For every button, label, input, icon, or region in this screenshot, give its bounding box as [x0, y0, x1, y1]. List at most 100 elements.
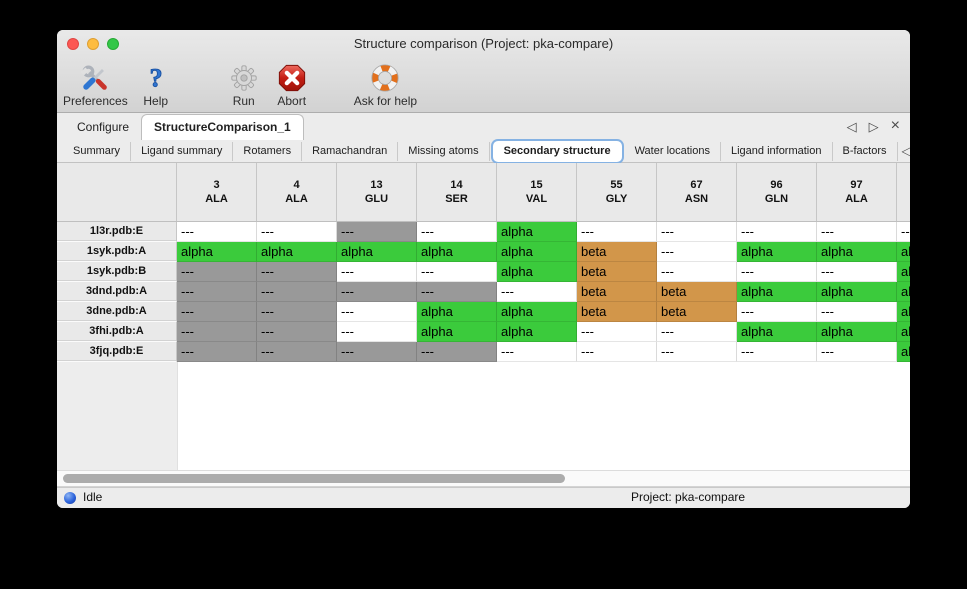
structure-cell[interactable]: alpha	[337, 242, 417, 262]
structure-cell[interactable]: ---	[177, 262, 257, 282]
column-header-13[interactable]: 13 GLU	[337, 163, 417, 221]
structure-cell[interactable]: ---	[737, 302, 817, 322]
structure-cell[interactable]: ---	[177, 302, 257, 322]
structure-cell[interactable]: ---	[417, 342, 497, 362]
structure-cell[interactable]: ---	[177, 222, 257, 242]
structure-cell[interactable]: alpha	[497, 242, 577, 262]
titlebar[interactable]: Structure comparison (Project: pka-compa…	[57, 30, 910, 58]
sub-tab-rotamers[interactable]: Rotamers	[233, 141, 303, 161]
structure-cell[interactable]: alpha	[897, 282, 910, 302]
structure-cell[interactable]: ---	[177, 342, 257, 362]
structure-cell[interactable]: ---	[337, 282, 417, 302]
toolbar-button-run[interactable]: Run	[222, 63, 266, 108]
row-label-3fjq-pdb-E[interactable]: 3fjq.pdb:E	[57, 342, 177, 362]
structure-cell[interactable]: beta	[657, 302, 737, 322]
structure-cell[interactable]: ---	[417, 262, 497, 282]
structure-cell[interactable]: alpha	[817, 322, 897, 342]
structure-cell[interactable]: ---	[657, 342, 737, 362]
structure-cell[interactable]: alpha	[417, 322, 497, 342]
horizontal-scrollbar[interactable]	[57, 470, 910, 487]
main-tab-structurecomparison_1[interactable]: StructureComparison_1	[141, 114, 304, 140]
column-header-4[interactable]: 4 ALA	[257, 163, 337, 221]
main-tab-configure[interactable]: Configure	[77, 120, 130, 134]
structure-cell[interactable]: ---	[177, 282, 257, 302]
column-header-97[interactable]: 97 ALA	[817, 163, 897, 221]
row-label-3dnd-pdb-A[interactable]: 3dnd.pdb:A	[57, 282, 177, 302]
structure-cell[interactable]: ---	[817, 342, 897, 362]
row-label-1l3r-pdb-E[interactable]: 1l3r.pdb:E	[57, 222, 177, 242]
toolbar-button-help[interactable]: ? Help	[134, 63, 178, 108]
structure-cell[interactable]: ---	[257, 262, 337, 282]
structure-cell[interactable]: ---	[257, 302, 337, 322]
structure-cell[interactable]: ---	[577, 342, 657, 362]
structure-cell[interactable]: alpha	[497, 302, 577, 322]
structure-cell[interactable]: ---	[177, 322, 257, 342]
sub-tab-prev-icon[interactable]: ◁	[901, 144, 910, 158]
structure-cell[interactable]: ---	[817, 262, 897, 282]
toolbar-button-preferences[interactable]: Preferences	[63, 63, 128, 108]
column-header-96[interactable]: 96 GLN	[737, 163, 817, 221]
sub-tab-ligand-information[interactable]: Ligand information	[721, 141, 833, 161]
structure-cell[interactable]: ---	[577, 222, 657, 242]
column-header-15[interactable]: 15 VAL	[497, 163, 577, 221]
structure-cell[interactable]: ---	[577, 322, 657, 342]
structure-cell[interactable]: beta	[577, 302, 657, 322]
structure-cell[interactable]: alpha	[737, 282, 817, 302]
horizontal-scrollbar-thumb[interactable]	[63, 474, 565, 483]
prev-tab-icon[interactable]: ◁	[846, 119, 857, 134]
sub-tab-ramachandran[interactable]: Ramachandran	[302, 141, 399, 161]
structure-cell[interactable]: beta	[577, 282, 657, 302]
structure-cell[interactable]: alpha	[497, 222, 577, 242]
column-header-3[interactable]: 3 ALA	[177, 163, 257, 221]
sub-tab-missing-atoms[interactable]: Missing atoms	[398, 141, 490, 161]
structure-cell[interactable]: ---	[737, 342, 817, 362]
structure-cell[interactable]: alpha	[417, 302, 497, 322]
structure-cell[interactable]: alpha	[497, 322, 577, 342]
structure-cell[interactable]: ---	[897, 222, 910, 242]
structure-cell[interactable]: alpha	[817, 282, 897, 302]
structure-cell[interactable]: ---	[257, 342, 337, 362]
structure-cell[interactable]: ---	[337, 302, 417, 322]
structure-cell[interactable]: ---	[657, 242, 737, 262]
structure-cell[interactable]: ---	[257, 322, 337, 342]
sub-tab-secondary-structure[interactable]: Secondary structure	[493, 141, 621, 161]
structure-cell[interactable]: ---	[497, 282, 577, 302]
close-tab-icon[interactable]: ×	[890, 117, 900, 134]
zoom-window-button[interactable]	[107, 38, 119, 50]
structure-cell[interactable]: ---	[257, 282, 337, 302]
toolbar-button-ask-for-help[interactable]: Ask for help	[354, 63, 417, 108]
sub-tab-water-locations[interactable]: Water locations	[625, 141, 721, 161]
sub-tab-ligand-summary[interactable]: Ligand summary	[131, 141, 234, 161]
structure-cell[interactable]: alpha	[497, 262, 577, 282]
column-header-67[interactable]: 67 ASN	[657, 163, 737, 221]
structure-cell[interactable]: alpha	[257, 242, 337, 262]
structure-cell[interactable]: alpha	[897, 242, 910, 262]
close-window-button[interactable]	[67, 38, 79, 50]
structure-cell[interactable]: ---	[737, 222, 817, 242]
structure-cell[interactable]: alpha	[817, 242, 897, 262]
structure-cell[interactable]: alpha	[417, 242, 497, 262]
structure-cell[interactable]: ---	[657, 262, 737, 282]
row-label-3fhi-pdb-A[interactable]: 3fhi.pdb:A	[57, 322, 177, 342]
structure-cell[interactable]: ---	[417, 282, 497, 302]
column-header-partial[interactable]	[897, 163, 910, 221]
structure-cell[interactable]: beta	[657, 282, 737, 302]
structure-cell[interactable]: alpha	[897, 342, 910, 362]
structure-cell[interactable]: ---	[337, 342, 417, 362]
structure-cell[interactable]: ---	[817, 302, 897, 322]
structure-cell[interactable]: ---	[337, 262, 417, 282]
row-label-1syk-pdb-B[interactable]: 1syk.pdb:B	[57, 262, 177, 282]
structure-cell[interactable]: alpha	[897, 262, 910, 282]
structure-cell[interactable]: alpha	[737, 322, 817, 342]
structure-cell[interactable]: ---	[657, 322, 737, 342]
next-tab-icon[interactable]: ▷	[868, 119, 879, 134]
structure-cell[interactable]: ---	[737, 262, 817, 282]
structure-cell[interactable]: alpha	[897, 302, 910, 322]
minimize-window-button[interactable]	[87, 38, 99, 50]
structure-cell[interactable]: alpha	[897, 322, 910, 342]
sub-tab-b-factors[interactable]: B-factors	[833, 141, 898, 161]
structure-cell[interactable]: alpha	[737, 242, 817, 262]
structure-cell[interactable]: beta	[577, 262, 657, 282]
structure-cell[interactable]: ---	[657, 222, 737, 242]
row-label-3dne-pdb-A[interactable]: 3dne.pdb:A	[57, 302, 177, 322]
